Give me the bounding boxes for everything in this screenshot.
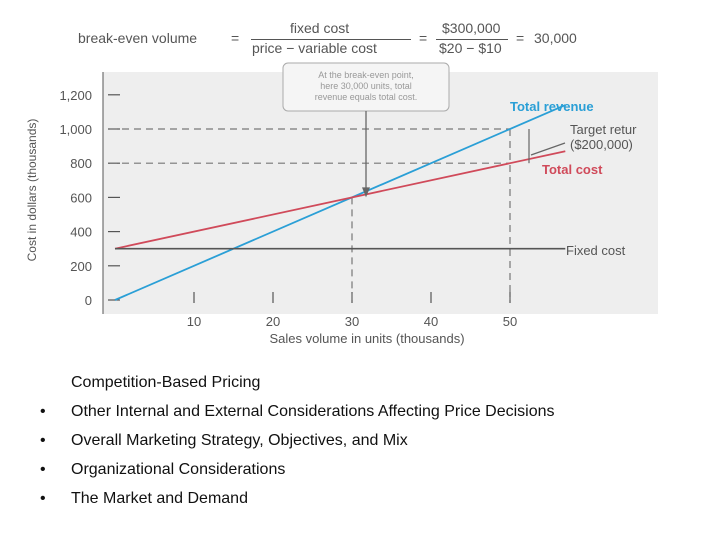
total-cost-line <box>114 150 566 250</box>
total-revenue-line <box>114 104 566 301</box>
plot-area <box>103 72 658 314</box>
bullet-list: Competition-Based Pricing Other Internal … <box>40 372 555 517</box>
fraction-bar <box>251 39 411 40</box>
bullet-item: Overall Marketing Strategy, Objectives, … <box>40 430 555 459</box>
y-tick-label: 800 <box>70 156 92 171</box>
callout-text: revenue equals total cost. <box>315 92 418 102</box>
formula-result: 30,000 <box>534 30 577 46</box>
target-return-value: ($200,000) <box>570 137 633 152</box>
fraction-bar <box>436 39 508 40</box>
callout-text: At the break-even point, <box>318 70 414 80</box>
x-tick-label: 10 <box>187 314 201 329</box>
formula-equals: = <box>516 30 525 46</box>
total-cost-label: Total cost <box>542 162 603 177</box>
break-even-chart: 0 200 400 600 800 1,000 1,200 10 20 30 40 50 Sales v… <box>25 62 658 346</box>
break-even-formula: break-even volume = fixed cost price − v… <box>78 18 598 60</box>
bullet-item: Organizational Considerations <box>40 459 555 488</box>
y-tick-label: 400 <box>70 225 92 240</box>
formula-equals: = <box>419 30 428 46</box>
y-axis-label: Cost in dollars (thousands) <box>25 119 39 262</box>
x-axis-label: Sales volume in units (thousands) <box>269 331 464 346</box>
formula-denominator-value: $20 − $10 <box>439 40 502 56</box>
x-tick-label: 40 <box>424 314 438 329</box>
target-return-label: Target retur <box>570 122 637 137</box>
y-tick-label: 1,200 <box>59 88 92 103</box>
formula-numerator-label: fixed cost <box>290 20 350 36</box>
formula-equals: = <box>231 30 240 46</box>
target-return-pointer <box>530 142 566 156</box>
x-tick-label: 20 <box>266 314 280 329</box>
callout-text: here 30,000 units, total <box>320 81 412 91</box>
total-revenue-label: Total revenue <box>510 99 594 114</box>
formula-lhs: break-even volume <box>78 30 198 46</box>
y-tick-label: 600 <box>70 190 92 205</box>
bullet-item: Other Internal and External Consideratio… <box>40 401 555 430</box>
y-tick-label: 1,000 <box>59 122 92 137</box>
y-tick-label: 0 <box>85 293 92 308</box>
fixed-cost-label: Fixed cost <box>566 243 626 258</box>
x-tick-label: 50 <box>503 314 517 329</box>
bullet-item: The Market and Demand <box>40 488 555 517</box>
formula-denominator-label: price − variable cost <box>252 40 377 56</box>
y-tick-label: 200 <box>70 259 92 274</box>
x-tick-label: 30 <box>345 314 359 329</box>
callout-arrow-head <box>362 187 370 198</box>
bullet-item: Competition-Based Pricing <box>71 374 261 391</box>
formula-numerator-value: $300,000 <box>442 20 501 36</box>
